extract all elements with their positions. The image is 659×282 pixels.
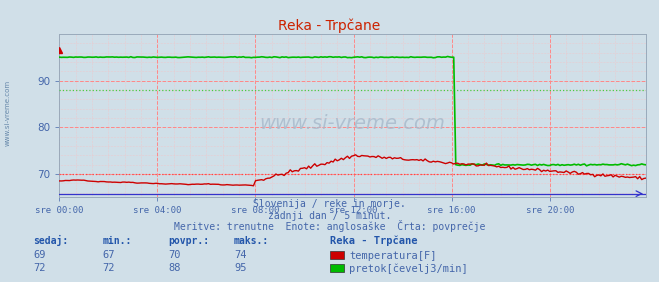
Text: 70: 70	[168, 250, 181, 260]
Text: zadnji dan / 5 minut.: zadnji dan / 5 minut.	[268, 211, 391, 221]
Text: maks.:: maks.:	[234, 236, 269, 246]
Text: 72: 72	[102, 263, 115, 273]
Text: Slovenija / reke in morje.: Slovenija / reke in morje.	[253, 199, 406, 209]
Text: Reka - Trpčane: Reka - Trpčane	[278, 18, 381, 33]
Text: 74: 74	[234, 250, 246, 260]
Text: temperatura[F]: temperatura[F]	[349, 251, 437, 261]
Text: 72: 72	[33, 263, 45, 273]
Text: Reka - Trpčane: Reka - Trpčane	[330, 235, 417, 246]
Text: pretok[čevelj3/min]: pretok[čevelj3/min]	[349, 264, 468, 274]
Text: 95: 95	[234, 263, 246, 273]
Text: 88: 88	[168, 263, 181, 273]
Text: sedaj:: sedaj:	[33, 235, 68, 246]
Text: povpr.:: povpr.:	[168, 236, 209, 246]
Text: 69: 69	[33, 250, 45, 260]
Text: 67: 67	[102, 250, 115, 260]
Text: www.si-vreme.com: www.si-vreme.com	[5, 80, 11, 146]
Text: min.:: min.:	[102, 236, 132, 246]
Text: Meritve: trenutne  Enote: anglosaške  Črta: povprečje: Meritve: trenutne Enote: anglosaške Črta…	[174, 220, 485, 232]
Text: www.si-vreme.com: www.si-vreme.com	[260, 114, 445, 133]
